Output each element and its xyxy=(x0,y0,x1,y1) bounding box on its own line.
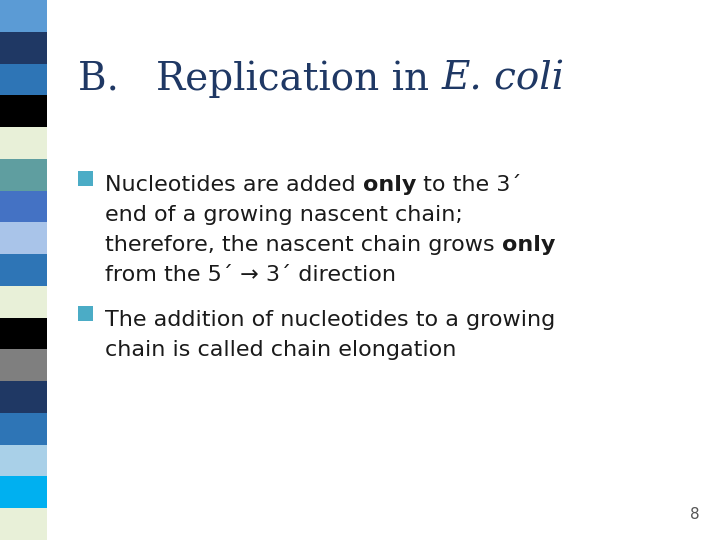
Text: only: only xyxy=(502,235,555,255)
Bar xyxy=(0,95,47,127)
Bar xyxy=(0,508,47,540)
Bar xyxy=(0,127,47,159)
Bar xyxy=(0,254,47,286)
Text: end of a growing nascent chain;: end of a growing nascent chain; xyxy=(105,205,463,225)
Bar xyxy=(0,64,47,95)
Bar xyxy=(0,445,47,476)
Bar xyxy=(0,32,47,64)
Bar xyxy=(78,306,93,321)
Text: only: only xyxy=(363,175,416,195)
Bar xyxy=(0,349,47,381)
Bar xyxy=(0,159,47,191)
Bar xyxy=(0,413,47,445)
Text: B.   Replication in: B. Replication in xyxy=(78,60,441,98)
Bar xyxy=(0,318,47,349)
Text: 8: 8 xyxy=(690,507,700,522)
Bar xyxy=(78,171,93,186)
Bar xyxy=(0,0,47,32)
Text: from the 5´ → 3´ direction: from the 5´ → 3´ direction xyxy=(105,265,396,285)
Bar xyxy=(0,222,47,254)
Bar xyxy=(0,191,47,222)
Text: Nucleotides are added: Nucleotides are added xyxy=(105,175,363,195)
Bar xyxy=(0,381,47,413)
Text: chain is called chain elongation: chain is called chain elongation xyxy=(105,340,456,360)
Bar xyxy=(0,476,47,508)
Text: therefore, the nascent chain grows: therefore, the nascent chain grows xyxy=(105,235,502,255)
Bar xyxy=(0,286,47,318)
Text: The addition of nucleotides to a growing: The addition of nucleotides to a growing xyxy=(105,310,555,330)
Text: to the 3´: to the 3´ xyxy=(416,175,521,195)
Text: E. coli: E. coli xyxy=(441,60,564,97)
